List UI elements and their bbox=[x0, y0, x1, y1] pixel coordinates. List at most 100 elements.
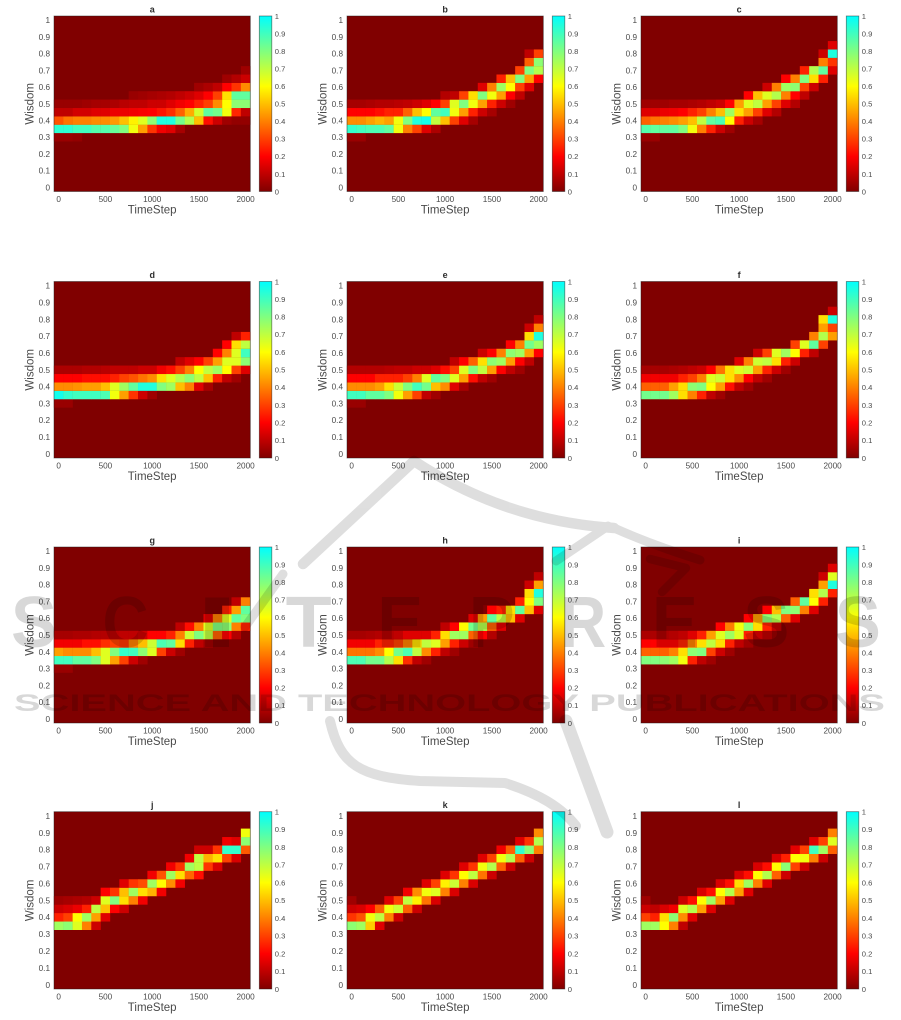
svg-text:0.6: 0.6 bbox=[862, 348, 873, 357]
svg-text:0: 0 bbox=[643, 195, 648, 204]
svg-text:0.5: 0.5 bbox=[39, 631, 51, 640]
svg-text:0.2: 0.2 bbox=[275, 949, 286, 958]
svg-text:0: 0 bbox=[275, 985, 279, 994]
svg-text:TimeStep: TimeStep bbox=[128, 736, 177, 748]
svg-text:500: 500 bbox=[686, 993, 700, 1002]
svg-text:0.3: 0.3 bbox=[626, 930, 638, 939]
svg-text:2000: 2000 bbox=[236, 195, 255, 204]
svg-text:0.2: 0.2 bbox=[626, 150, 638, 159]
svg-text:0.6: 0.6 bbox=[275, 348, 286, 357]
svg-text:0.7: 0.7 bbox=[39, 66, 51, 75]
svg-text:1: 1 bbox=[862, 12, 866, 21]
svg-text:0.7: 0.7 bbox=[275, 861, 286, 870]
svg-text:0.3: 0.3 bbox=[39, 665, 51, 674]
svg-text:0: 0 bbox=[349, 727, 354, 736]
svg-text:0.3: 0.3 bbox=[862, 666, 873, 675]
svg-text:0: 0 bbox=[45, 715, 50, 724]
svg-text:0.6: 0.6 bbox=[568, 878, 579, 887]
svg-text:E: E bbox=[652, 583, 698, 663]
svg-text:0.9: 0.9 bbox=[568, 560, 579, 569]
svg-text:0.9: 0.9 bbox=[626, 564, 638, 573]
svg-text:0.1: 0.1 bbox=[568, 436, 579, 445]
svg-text:1500: 1500 bbox=[190, 462, 209, 471]
svg-text:1000: 1000 bbox=[436, 195, 455, 204]
svg-text:0.9: 0.9 bbox=[39, 299, 51, 308]
svg-text:0.4: 0.4 bbox=[332, 648, 344, 657]
svg-text:0.7: 0.7 bbox=[39, 332, 51, 341]
svg-text:0.1: 0.1 bbox=[568, 967, 579, 976]
svg-text:0: 0 bbox=[275, 454, 279, 463]
svg-text:500: 500 bbox=[392, 195, 406, 204]
svg-text:1: 1 bbox=[45, 282, 50, 291]
svg-text:0: 0 bbox=[632, 981, 637, 990]
svg-text:c: c bbox=[737, 5, 742, 15]
svg-text:0.4: 0.4 bbox=[39, 117, 51, 126]
svg-text:1: 1 bbox=[338, 16, 343, 25]
svg-text:2000: 2000 bbox=[823, 462, 842, 471]
svg-text:0.8: 0.8 bbox=[862, 578, 873, 587]
svg-text:0.3: 0.3 bbox=[332, 665, 344, 674]
svg-text:1500: 1500 bbox=[190, 727, 209, 736]
svg-text:TimeStep: TimeStep bbox=[128, 1002, 177, 1014]
svg-text:0: 0 bbox=[862, 187, 866, 196]
svg-text:0.4: 0.4 bbox=[568, 383, 579, 392]
svg-text:1500: 1500 bbox=[483, 727, 502, 736]
svg-text:0.8: 0.8 bbox=[39, 50, 51, 59]
svg-text:0.8: 0.8 bbox=[275, 578, 286, 587]
svg-text:1: 1 bbox=[338, 812, 343, 821]
svg-text:0.9: 0.9 bbox=[275, 295, 286, 304]
svg-text:TimeStep: TimeStep bbox=[421, 471, 470, 483]
svg-text:1: 1 bbox=[862, 808, 866, 817]
svg-text:0.7: 0.7 bbox=[862, 596, 873, 605]
svg-text:0.1: 0.1 bbox=[626, 167, 638, 176]
svg-text:0.5: 0.5 bbox=[626, 366, 638, 375]
svg-text:0: 0 bbox=[275, 187, 279, 196]
svg-text:0.5: 0.5 bbox=[332, 100, 344, 109]
svg-text:0.6: 0.6 bbox=[39, 83, 51, 92]
svg-text:P: P bbox=[469, 583, 515, 663]
svg-text:0.4: 0.4 bbox=[39, 913, 51, 922]
svg-text:0.5: 0.5 bbox=[39, 896, 51, 905]
svg-text:0.1: 0.1 bbox=[626, 964, 638, 973]
svg-text:TimeStep: TimeStep bbox=[715, 736, 764, 748]
svg-text:0.8: 0.8 bbox=[332, 846, 344, 855]
svg-text:1000: 1000 bbox=[143, 462, 162, 471]
svg-text:0.4: 0.4 bbox=[275, 914, 286, 923]
svg-text:0: 0 bbox=[45, 450, 50, 459]
svg-text:1000: 1000 bbox=[730, 993, 749, 1002]
svg-text:0.5: 0.5 bbox=[568, 896, 579, 905]
svg-text:0.4: 0.4 bbox=[568, 648, 579, 657]
svg-text:0.5: 0.5 bbox=[275, 631, 286, 640]
svg-text:0.2: 0.2 bbox=[862, 949, 873, 958]
svg-text:0.5: 0.5 bbox=[568, 100, 579, 109]
svg-text:j: j bbox=[150, 800, 154, 810]
svg-text:0.6: 0.6 bbox=[275, 878, 286, 887]
svg-text:1: 1 bbox=[632, 812, 637, 821]
svg-text:0.9: 0.9 bbox=[862, 560, 873, 569]
svg-text:0.1: 0.1 bbox=[275, 170, 286, 179]
svg-text:0.7: 0.7 bbox=[568, 596, 579, 605]
svg-text:0: 0 bbox=[349, 195, 354, 204]
svg-text:0.8: 0.8 bbox=[39, 846, 51, 855]
svg-text:e: e bbox=[443, 270, 448, 280]
svg-text:1500: 1500 bbox=[483, 462, 502, 471]
svg-text:0.3: 0.3 bbox=[39, 133, 51, 142]
svg-text:0.4: 0.4 bbox=[626, 913, 638, 922]
svg-text:2000: 2000 bbox=[529, 993, 548, 1002]
svg-text:0.5: 0.5 bbox=[332, 631, 344, 640]
svg-text:1500: 1500 bbox=[777, 462, 796, 471]
svg-text:S: S bbox=[11, 583, 57, 663]
svg-text:1: 1 bbox=[275, 12, 279, 21]
svg-text:0.1: 0.1 bbox=[332, 167, 344, 176]
svg-text:1000: 1000 bbox=[143, 993, 162, 1002]
svg-text:0.3: 0.3 bbox=[862, 135, 873, 144]
svg-text:0: 0 bbox=[568, 187, 572, 196]
svg-text:0.6: 0.6 bbox=[626, 614, 638, 623]
svg-text:1: 1 bbox=[632, 282, 637, 291]
svg-text:0.5: 0.5 bbox=[275, 896, 286, 905]
svg-text:1000: 1000 bbox=[436, 993, 455, 1002]
svg-text:0.1: 0.1 bbox=[275, 436, 286, 445]
svg-text:0.1: 0.1 bbox=[568, 170, 579, 179]
svg-text:0.6: 0.6 bbox=[275, 613, 286, 622]
svg-text:Wisdom: Wisdom bbox=[612, 880, 624, 922]
